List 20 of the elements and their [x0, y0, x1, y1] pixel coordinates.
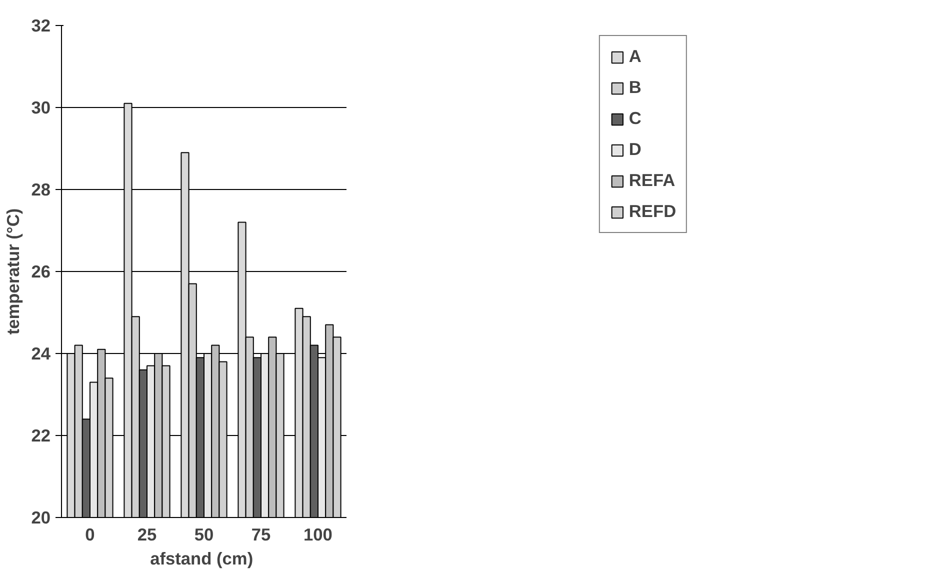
legend-label: C [628, 108, 642, 129]
x-tick-label: 0 [85, 524, 95, 544]
y-tick-label: 26 [31, 262, 51, 282]
legend-label: A [628, 46, 642, 67]
y-tick-label: 20 [31, 508, 51, 528]
y-tick-label: 24 [31, 344, 51, 364]
y-tick-label: 30 [31, 98, 51, 118]
y-axis-title: temperatur (°C) [3, 208, 24, 335]
y-tick-label: 22 [31, 426, 51, 446]
x-tick-label: 75 [251, 524, 271, 544]
legend-label: REFD [628, 201, 676, 222]
x-tick-label: 25 [137, 524, 157, 544]
x-tick-label: 50 [194, 524, 214, 544]
legend-label: D [628, 139, 642, 160]
legend-label: B [628, 77, 642, 98]
y-tick-label: 32 [31, 16, 51, 36]
legend-label: REFA [628, 170, 676, 191]
x-axis-title: afstand (cm) [150, 548, 254, 568]
x-tick-label: 100 [304, 524, 332, 544]
y-tick-label: 28 [31, 180, 51, 200]
